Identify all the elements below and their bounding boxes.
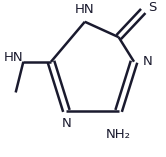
- Text: NH₂: NH₂: [106, 128, 131, 141]
- Text: S: S: [148, 1, 156, 14]
- Text: N: N: [62, 117, 71, 130]
- Text: HN: HN: [75, 3, 95, 16]
- Text: N: N: [143, 55, 153, 68]
- Text: HN: HN: [4, 51, 23, 64]
